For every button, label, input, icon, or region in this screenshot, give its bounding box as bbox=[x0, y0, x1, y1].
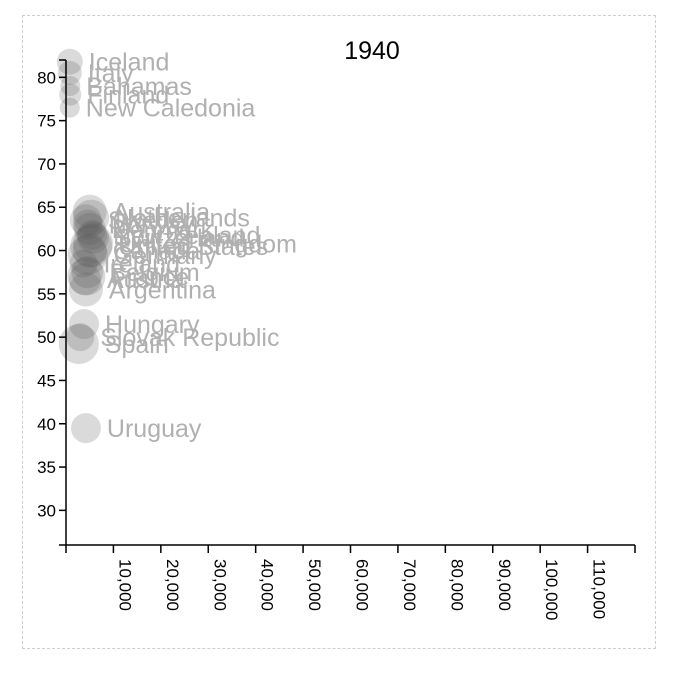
chart-frame bbox=[22, 15, 656, 649]
label-uruguay: Uruguay bbox=[107, 415, 202, 443]
point-slovak-republic[interactable] bbox=[66, 323, 95, 352]
label-norway: Norway bbox=[109, 212, 194, 240]
point-canada[interactable] bbox=[72, 233, 107, 268]
y-tick-label: 75 bbox=[37, 112, 56, 131]
point-uruguay[interactable] bbox=[70, 413, 101, 444]
x-tick-label: 100,000 bbox=[542, 559, 561, 620]
x-tick-label: 50,000 bbox=[305, 559, 324, 611]
x-tick-label: 110,000 bbox=[590, 559, 609, 619]
chart-title: 1940 bbox=[344, 37, 400, 65]
label-netherlands: Netherlands bbox=[115, 205, 250, 233]
point-new-caledonia[interactable] bbox=[59, 97, 80, 118]
point-sweden[interactable] bbox=[69, 204, 102, 237]
point-united-states[interactable] bbox=[70, 225, 113, 268]
x-axis: 10,000 20,000 30,000 40,000 50,000 60,000 70,0… bbox=[65, 544, 636, 620]
point-norway[interactable] bbox=[72, 209, 103, 240]
label-spain: Spain bbox=[105, 331, 169, 359]
point-austria[interactable] bbox=[68, 263, 101, 296]
label-sweden: Sweden bbox=[108, 207, 198, 235]
x-tick-label: 80,000 bbox=[447, 559, 466, 611]
point-italy[interactable] bbox=[57, 60, 82, 85]
point-belgium[interactable] bbox=[71, 256, 104, 289]
label-australia: Australia bbox=[113, 199, 210, 227]
x-tick-label: 60,000 bbox=[353, 559, 372, 611]
label-new-zealand: New Zealand bbox=[113, 222, 260, 250]
point-argentina[interactable] bbox=[68, 272, 103, 307]
label-italy: Italy bbox=[88, 60, 134, 88]
label-finland: Finland bbox=[87, 82, 169, 110]
x-tick-label: 90,000 bbox=[495, 559, 514, 611]
label-united-kingdom: United Kingdom bbox=[119, 231, 297, 259]
x-tick-label: 70,000 bbox=[400, 559, 419, 611]
label-denmark: Denmark bbox=[112, 216, 214, 244]
point-australia[interactable] bbox=[72, 194, 107, 229]
label-united-states: United States bbox=[118, 233, 268, 261]
label-iceland: Iceland bbox=[89, 49, 170, 77]
y-tick-label: 45 bbox=[37, 371, 56, 390]
label-ireland: Ireland bbox=[104, 251, 180, 279]
point-finland[interactable] bbox=[59, 83, 82, 106]
label-bahamas: Bahamas bbox=[86, 73, 192, 101]
x-tick-label: 10,000 bbox=[115, 559, 134, 611]
label-austria: Austria bbox=[107, 266, 185, 294]
point-united-kingdom[interactable] bbox=[73, 223, 114, 264]
label-switzerland: Switzerland bbox=[115, 225, 244, 253]
point-denmark[interactable] bbox=[73, 212, 106, 245]
x-tick-label: 40,000 bbox=[258, 559, 277, 611]
point-netherlands[interactable] bbox=[73, 199, 110, 236]
point-france[interactable] bbox=[67, 257, 106, 296]
y-tick-label: 50 bbox=[37, 328, 56, 347]
label-canada: Canada bbox=[113, 238, 201, 266]
point-germany[interactable] bbox=[67, 234, 108, 275]
points-layer bbox=[56, 48, 114, 444]
y-tick-label: 35 bbox=[37, 458, 56, 477]
label-hungary: Hungary bbox=[105, 311, 200, 339]
label-new-caledonia: New Caledonia bbox=[86, 95, 256, 123]
point-switzerland[interactable] bbox=[77, 221, 110, 254]
y-tick-label: 40 bbox=[37, 415, 56, 434]
y-tick-label: 65 bbox=[37, 198, 56, 217]
label-belgium: Belgium bbox=[109, 259, 199, 287]
y-tick-label: 30 bbox=[37, 501, 56, 520]
y-axis: 30 35 40 45 50 55 60 65 70 75 80 bbox=[37, 59, 67, 546]
label-argentina: Argentina bbox=[109, 277, 216, 305]
label-france: France bbox=[111, 264, 189, 292]
x-tick-label: 20,000 bbox=[163, 559, 182, 611]
point-ireland[interactable] bbox=[69, 249, 98, 278]
x-tick-label: 30,000 bbox=[210, 559, 229, 611]
label-germany: Germany bbox=[114, 242, 217, 270]
point-new-zealand[interactable] bbox=[77, 219, 108, 250]
point-hungary[interactable] bbox=[69, 309, 100, 340]
y-tick-label: 70 bbox=[37, 155, 56, 174]
point-spain[interactable] bbox=[58, 324, 99, 365]
y-tick-label: 80 bbox=[37, 68, 56, 87]
point-iceland[interactable] bbox=[56, 48, 83, 75]
label-slovak-republic: Slovak Republic bbox=[100, 324, 279, 352]
y-tick-label: 60 bbox=[37, 242, 56, 261]
y-tick-label: 55 bbox=[37, 285, 56, 304]
